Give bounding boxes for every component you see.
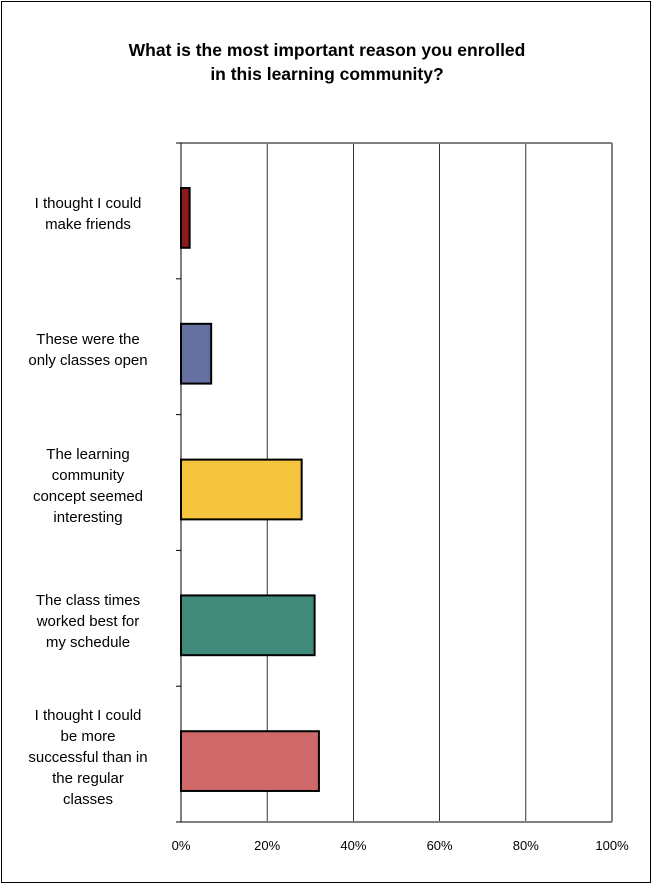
category-label-line: the regular bbox=[52, 769, 124, 787]
bar bbox=[180, 730, 320, 792]
category-label-line: community bbox=[51, 466, 125, 484]
category-label-line: make friends bbox=[45, 215, 131, 233]
x-tick-label: 0% bbox=[172, 838, 191, 853]
category-label-line: be more bbox=[60, 727, 116, 745]
chart-title-line-2: in this learning community? bbox=[210, 64, 444, 84]
x-tick-label: 40% bbox=[340, 838, 366, 853]
category-label-line: concept seemed bbox=[32, 487, 144, 505]
category-label: I thought I could be more successful than … bbox=[8, 705, 168, 810]
category-label-line: interesting bbox=[53, 508, 123, 526]
x-tick-label: 100% bbox=[595, 838, 629, 853]
chart-title: What is the most important reason you en… bbox=[0, 38, 654, 86]
category-label-line: I thought I could bbox=[34, 706, 142, 724]
category-label: These were the only classes open bbox=[8, 329, 168, 371]
x-tick-label: 60% bbox=[427, 838, 453, 853]
category-label-line: worked best for bbox=[36, 612, 140, 630]
bar bbox=[180, 322, 213, 385]
category-label-line: only classes open bbox=[28, 351, 148, 369]
chart-title-line-1: What is the most important reason you en… bbox=[128, 40, 526, 60]
category-label: The learning community concept seemed inter… bbox=[8, 444, 168, 528]
x-tick-label: 20% bbox=[254, 838, 280, 853]
bar bbox=[180, 187, 191, 249]
category-label-line: successful than in bbox=[28, 748, 148, 766]
category-label-line: The learning bbox=[46, 445, 130, 463]
category-label: I thought I could make friends bbox=[8, 193, 168, 235]
bar bbox=[180, 594, 316, 657]
category-label-line: I thought I could bbox=[34, 194, 142, 212]
category-label: The class times worked best for my schedul… bbox=[8, 590, 168, 653]
category-label-line: The class times bbox=[35, 591, 141, 609]
category-label-line: These were the bbox=[36, 330, 140, 348]
category-label-line: my schedule bbox=[45, 633, 131, 651]
bar bbox=[180, 458, 303, 521]
category-label-line: classes bbox=[62, 790, 114, 808]
x-tick-label: 80% bbox=[513, 838, 539, 853]
